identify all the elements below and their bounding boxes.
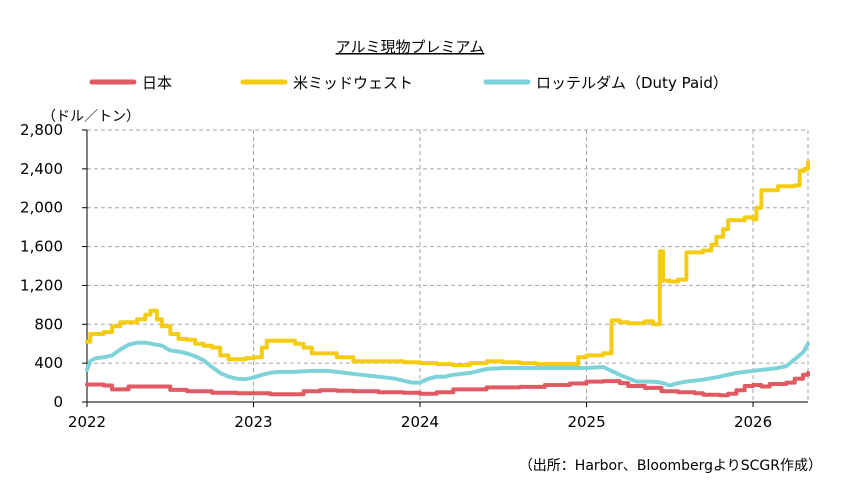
series-line-1 [85, 160, 810, 368]
y-tick-label: 2,000 [20, 199, 63, 217]
chart-title: アルミ現物プレミアム [336, 38, 485, 56]
y-tick-label: 1,600 [20, 238, 63, 256]
y-tick-label: 2,400 [20, 160, 63, 178]
source-note: （出所：Harbor、BloombergよりSCGR作成） [519, 458, 822, 474]
y-tick-label: 800 [34, 315, 63, 333]
series-line-2 [85, 340, 810, 388]
legend-label: ロッテルダム（Duty Paid） [536, 74, 728, 92]
legend-label: 日本 [142, 74, 172, 92]
series-layer [85, 160, 810, 398]
y-tick-label: 0 [53, 393, 63, 411]
axes: 0 400 800 1,200 1,600 2,000 2,400 2,800 2022 2023… [20, 121, 808, 431]
legend-label: 米ミッドウェスト [293, 74, 413, 92]
y-axis-unit-label: （ドル／トン） [42, 109, 140, 125]
y-tick-label: 400 [34, 354, 63, 372]
grid [87, 129, 809, 402]
x-tick-label: 2022 [68, 413, 106, 431]
y-tick-label: 2,800 [20, 121, 63, 139]
x-tick-label: 2026 [734, 413, 772, 431]
series-line-0 [85, 370, 810, 398]
x-tick-label: 2023 [234, 413, 272, 431]
x-tick-label: 2024 [401, 413, 439, 431]
legend: 日本 米ミッドウェスト ロッテルダム（Duty Paid） [89, 74, 728, 92]
x-tick-label: 2025 [567, 413, 605, 431]
y-tick-label: 1,200 [20, 276, 63, 294]
